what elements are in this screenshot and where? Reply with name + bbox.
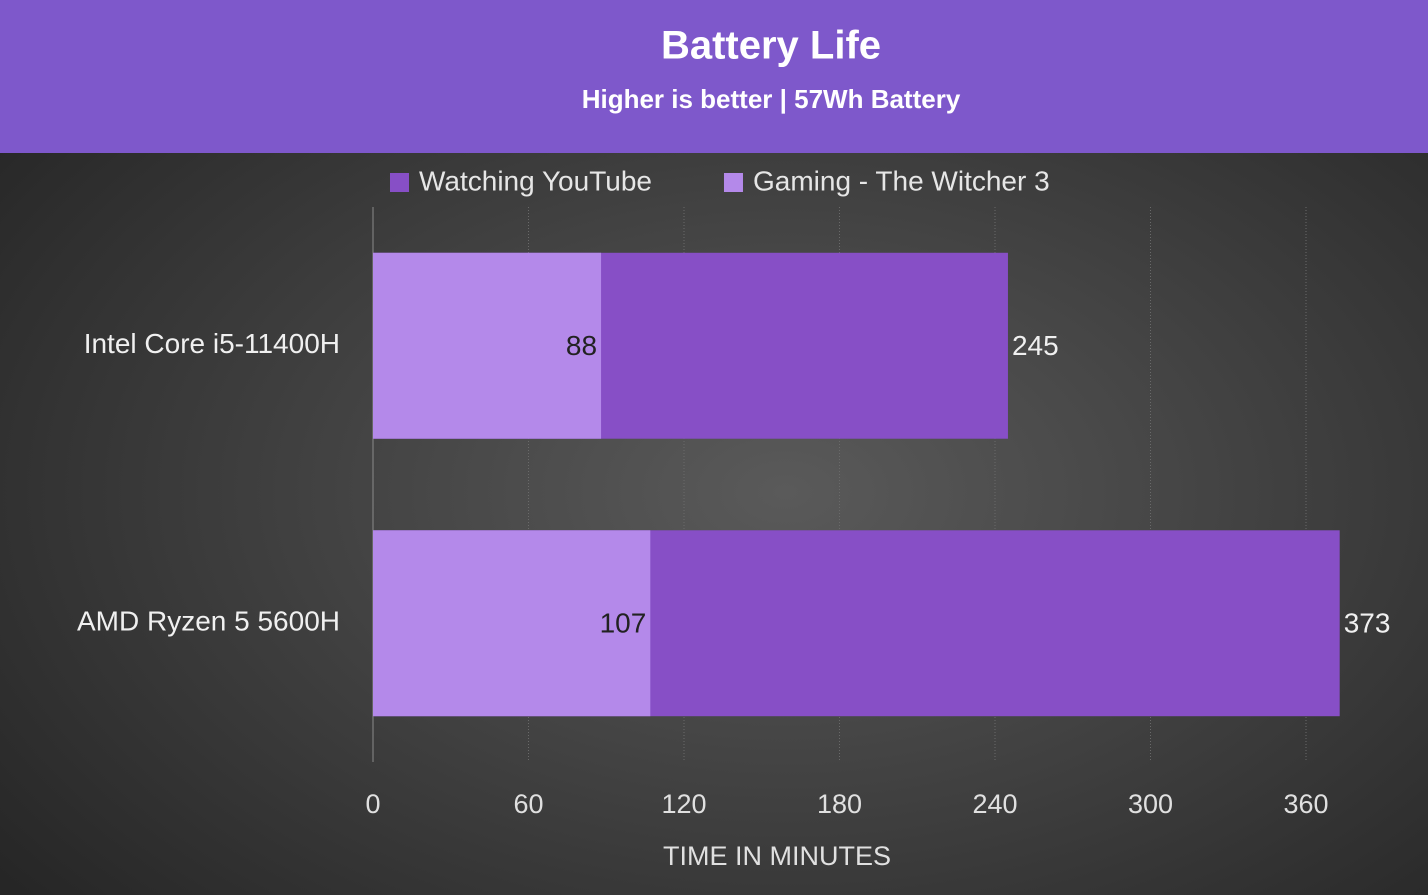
x-tick-label: 180 xyxy=(817,789,862,819)
legend-label: Gaming - The Witcher 3 xyxy=(753,165,1050,196)
x-tick-label: 0 xyxy=(365,789,380,819)
header-band xyxy=(0,0,1428,153)
value-label: 373 xyxy=(1344,608,1391,639)
legend-label: Watching YouTube xyxy=(419,165,652,196)
x-tick-label: 300 xyxy=(1128,789,1173,819)
x-tick-label: 360 xyxy=(1283,789,1328,819)
bar xyxy=(373,252,602,439)
chart-title: Battery Life xyxy=(661,24,881,68)
x-axis-title: TIME IN MINUTES xyxy=(663,841,891,871)
value-label: 245 xyxy=(1012,330,1059,361)
y-tick-label: Intel Core i5-11400H xyxy=(84,328,340,359)
x-tick-label: 240 xyxy=(972,789,1017,819)
value-label: 88 xyxy=(566,330,597,361)
legend-swatch xyxy=(723,173,743,192)
bar xyxy=(373,530,651,717)
value-label: 107 xyxy=(600,608,647,639)
y-tick-label: AMD Ryzen 5 5600H xyxy=(77,606,340,637)
x-tick-label: 60 xyxy=(513,789,543,819)
x-tick-label: 120 xyxy=(661,789,706,819)
chart-subtitle: Higher is better | 57Wh Battery xyxy=(582,84,961,114)
legend-swatch xyxy=(390,173,409,192)
